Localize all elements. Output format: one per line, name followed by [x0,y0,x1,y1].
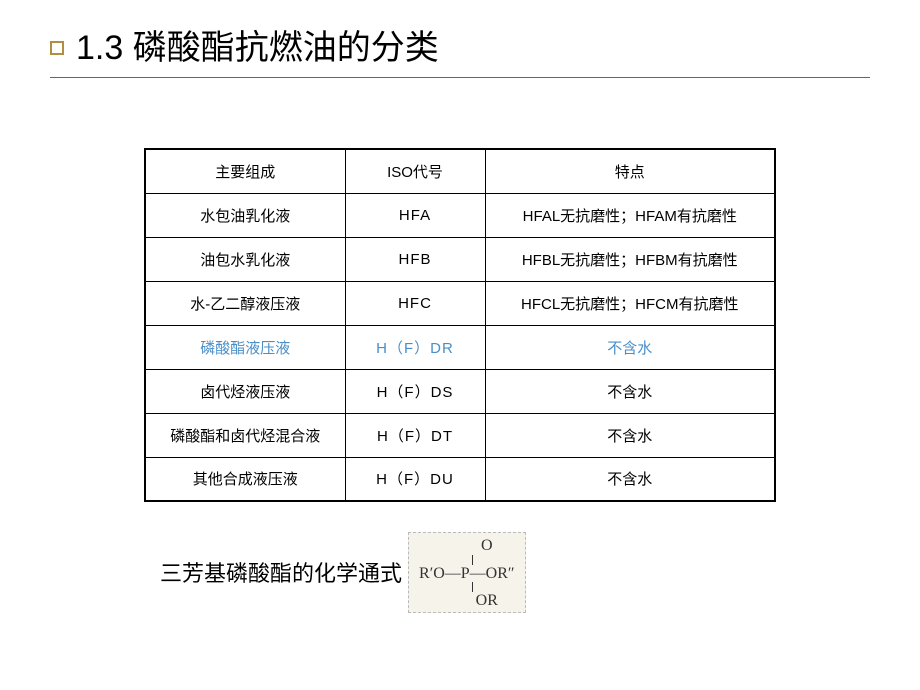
table-cell-c1: H（F）DU [345,457,485,501]
col-header-composition: 主要组成 [145,149,345,193]
table-cell-c1: HFC [345,281,485,325]
formula-bond-top [472,555,473,565]
slide: 1.3 磷酸酯抗燃油的分类 主要组成 ISO代号 特点 水包油乳化液HFAHFA… [0,0,920,690]
table-cell-c0: 磷酸酯液压液 [145,325,345,369]
bullet-square-icon [50,41,64,55]
formula-bottom: OR [459,592,515,610]
title-container: 1.3 磷酸酯抗燃油的分类 [50,20,870,78]
table-cell-c0: 油包水乳化液 [145,237,345,281]
table-cell-c1: H（F）DT [345,413,485,457]
table-row: 卤代烃液压液H（F）DS不含水 [145,369,775,413]
col-header-feature: 特点 [485,149,775,193]
table-cell-c0: 其他合成液压液 [145,457,345,501]
formula-bond-bottom [472,582,473,592]
table-header-row: 主要组成 ISO代号 特点 [145,149,775,193]
table-cell-c2: 不含水 [485,369,775,413]
footer-label: 三芳基磷酸酯的化学通式 [160,556,402,588]
table-cell-c0: 磷酸酯和卤代烃混合液 [145,413,345,457]
formula-middle: R′O—P—OR″ [419,565,515,583]
table-row: 油包水乳化液HFBHFBL无抗磨性；HFBM有抗磨性 [145,237,775,281]
footer-line: 三芳基磷酸酯的化学通式 O R′O—P—OR″ OR [50,532,870,613]
table-cell-c2: 不含水 [485,457,775,501]
table-cell-c1: H（F）DR [345,325,485,369]
slide-title: 1.3 磷酸酯抗燃油的分类 [50,20,870,69]
table-cell-c1: HFA [345,193,485,237]
classification-table: 主要组成 ISO代号 特点 水包油乳化液HFAHFAL无抗磨性；HFAM有抗磨性… [144,148,776,502]
table-cell-c0: 水-乙二醇液压液 [145,281,345,325]
table-row: 磷酸酯液压液H（F）DR不含水 [145,325,775,369]
chemical-formula: O R′O—P—OR″ OR [408,532,526,613]
table-cell-c0: 卤代烃液压液 [145,369,345,413]
table-row: 水-乙二醇液压液HFCHFCL无抗磨性；HFCM有抗磨性 [145,281,775,325]
table-container: 主要组成 ISO代号 特点 水包油乳化液HFAHFAL无抗磨性；HFAM有抗磨性… [50,148,870,502]
table-cell-c2: HFBL无抗磨性；HFBM有抗磨性 [485,237,775,281]
col-header-iso: ISO代号 [345,149,485,193]
table-cell-c2: HFCL无抗磨性；HFCM有抗磨性 [485,281,775,325]
table-cell-c1: HFB [345,237,485,281]
table-cell-c2: HFAL无抗磨性；HFAM有抗磨性 [485,193,775,237]
title-text: 1.3 磷酸酯抗燃油的分类 [76,29,439,67]
table-row: 水包油乳化液HFAHFAL无抗磨性；HFAM有抗磨性 [145,193,775,237]
formula-top: O [459,537,515,555]
table-cell-c2: 不含水 [485,413,775,457]
table-cell-c0: 水包油乳化液 [145,193,345,237]
table-row: 其他合成液压液H（F）DU不含水 [145,457,775,501]
table-cell-c2: 不含水 [485,325,775,369]
table-cell-c1: H（F）DS [345,369,485,413]
table-row: 磷酸酯和卤代烃混合液H（F）DT不含水 [145,413,775,457]
